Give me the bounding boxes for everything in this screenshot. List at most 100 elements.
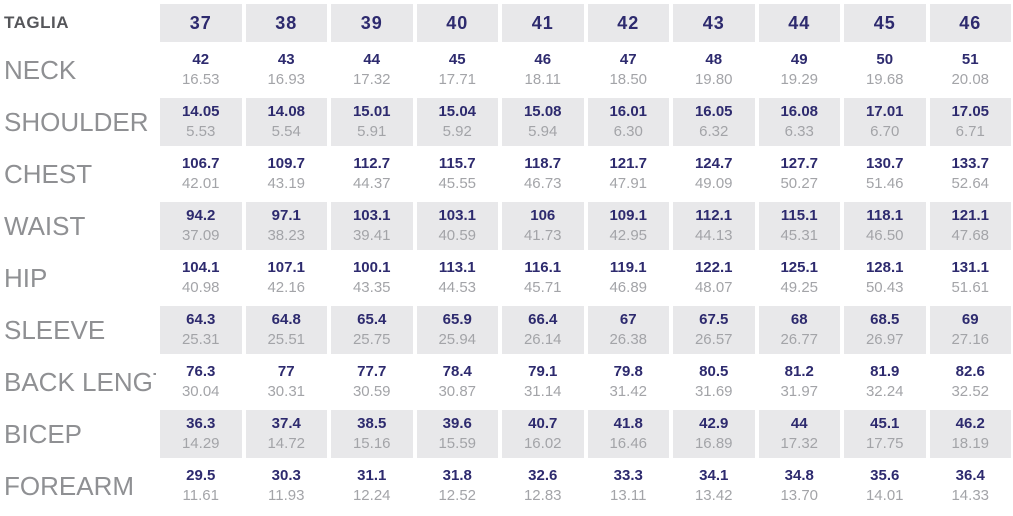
measurement-cell: 15.04 5.92 bbox=[416, 98, 498, 146]
row-label: HIP bbox=[4, 254, 156, 302]
inch-value: 16.46 bbox=[609, 435, 648, 452]
measurement-cell: 46.2 18.19 bbox=[929, 410, 1011, 458]
measurement-cell: 40.7 16.02 bbox=[502, 410, 584, 458]
measurement-cell: 106 41.73 bbox=[502, 202, 584, 250]
cm-value: 130.7 bbox=[865, 154, 904, 172]
cm-value: 80.5 bbox=[699, 362, 729, 380]
inch-value: 14.33 bbox=[951, 487, 990, 504]
measurement-cell: 69 27.16 bbox=[929, 306, 1011, 354]
measurement-cell: 112.1 44.13 bbox=[673, 202, 755, 250]
cm-value: 16.05 bbox=[694, 102, 733, 120]
size-column-header: 43 bbox=[673, 4, 755, 42]
measurement-cell: 77 30.31 bbox=[246, 358, 328, 406]
cm-value: 115.1 bbox=[780, 206, 818, 224]
measurement-cell: 29.5 11.61 bbox=[160, 462, 242, 510]
cm-value: 41.8 bbox=[613, 414, 643, 432]
measurement-cell: 130.7 51.46 bbox=[844, 150, 926, 198]
inch-value: 17.32 bbox=[352, 71, 391, 88]
inch-value: 45.55 bbox=[438, 175, 477, 192]
cm-value: 31.1 bbox=[357, 466, 387, 484]
cm-value: 78.4 bbox=[442, 362, 472, 380]
measurement-cell: 81.9 32.24 bbox=[844, 358, 926, 406]
measurement-cell: 67.5 26.57 bbox=[673, 306, 755, 354]
measurement-cell: 14.05 5.53 bbox=[160, 98, 242, 146]
cm-value: 45.1 bbox=[870, 414, 900, 432]
inch-value: 49.09 bbox=[694, 175, 733, 192]
cm-value: 42.9 bbox=[699, 414, 729, 432]
row-label: NECK bbox=[4, 46, 156, 94]
cm-value: 65.4 bbox=[357, 310, 387, 328]
cm-value: 15.01 bbox=[352, 102, 391, 120]
size-column-header: 41 bbox=[502, 4, 584, 42]
inch-value: 31.97 bbox=[780, 383, 819, 400]
table-corner-label: TAGLIA bbox=[4, 4, 156, 42]
cm-value: 76.3 bbox=[186, 362, 216, 380]
inch-value: 42.01 bbox=[181, 175, 220, 192]
measurement-cell: 113.1 44.53 bbox=[417, 254, 499, 302]
inch-value: 17.71 bbox=[438, 71, 477, 88]
inch-value: 52.64 bbox=[951, 175, 990, 192]
measurement-cell: 104.1 40.98 bbox=[160, 254, 242, 302]
inch-value: 26.57 bbox=[694, 331, 733, 348]
measurement-cell: 68.5 26.97 bbox=[844, 306, 926, 354]
cm-value: 16.08 bbox=[780, 102, 819, 120]
inch-value: 6.33 bbox=[784, 123, 814, 140]
measurement-cell: 115.7 45.55 bbox=[417, 150, 499, 198]
inch-value: 41.73 bbox=[523, 227, 562, 244]
measurement-cell: 76.3 30.04 bbox=[160, 358, 242, 406]
inch-value: 44.13 bbox=[694, 227, 733, 244]
cm-value: 44 bbox=[363, 50, 381, 68]
measurement-cell: 81.2 31.97 bbox=[759, 358, 841, 406]
inch-value: 19.80 bbox=[694, 71, 733, 88]
cm-value: 133.7 bbox=[951, 154, 990, 172]
inch-value: 12.83 bbox=[523, 487, 562, 504]
cm-value: 32.6 bbox=[528, 466, 558, 484]
cm-value: 36.3 bbox=[186, 414, 216, 432]
measurement-cell: 41.8 16.46 bbox=[587, 410, 669, 458]
cm-value: 112.7 bbox=[353, 154, 391, 172]
cm-value: 104.1 bbox=[181, 258, 220, 276]
inch-value: 18.19 bbox=[951, 435, 990, 452]
measurement-cell: 34.1 13.42 bbox=[673, 462, 755, 510]
inch-value: 39.41 bbox=[352, 227, 391, 244]
cm-value: 30.3 bbox=[271, 466, 301, 484]
cm-value: 119.1 bbox=[609, 258, 647, 276]
cm-value: 66.4 bbox=[528, 310, 558, 328]
inch-value: 50.27 bbox=[780, 175, 819, 192]
inch-value: 45.31 bbox=[780, 227, 819, 244]
inch-value: 25.94 bbox=[438, 331, 477, 348]
size-column-header: 37 bbox=[160, 4, 242, 42]
measurement-cell: 45.1 17.75 bbox=[844, 410, 926, 458]
cm-value: 109.7 bbox=[267, 154, 306, 172]
measurement-cell: 17.01 6.70 bbox=[844, 98, 926, 146]
inch-value: 19.68 bbox=[865, 71, 904, 88]
inch-value: 40.59 bbox=[438, 227, 477, 244]
cm-value: 67 bbox=[619, 310, 637, 328]
row-label: BICEP bbox=[4, 410, 156, 458]
cm-value: 43 bbox=[277, 50, 295, 68]
cm-value: 131.1 bbox=[951, 258, 990, 276]
cm-value: 64.8 bbox=[271, 310, 301, 328]
measurement-cell: 106.7 42.01 bbox=[160, 150, 242, 198]
measurement-cell: 16.08 6.33 bbox=[758, 98, 840, 146]
measurement-cell: 66.4 26.14 bbox=[502, 306, 584, 354]
inch-value: 40.98 bbox=[181, 279, 220, 296]
cm-value: 45 bbox=[448, 50, 466, 68]
measurement-cell: 33.3 13.11 bbox=[588, 462, 670, 510]
inch-value: 37.09 bbox=[181, 227, 220, 244]
cm-value: 51 bbox=[961, 50, 979, 68]
row-label: CHEST bbox=[4, 150, 156, 198]
measurement-cell: 15.08 5.94 bbox=[502, 98, 584, 146]
inch-value: 32.24 bbox=[865, 383, 904, 400]
cm-value: 17.01 bbox=[865, 102, 904, 120]
cm-value: 112.1 bbox=[695, 206, 733, 224]
inch-value: 48.07 bbox=[694, 279, 733, 296]
inch-value: 46.73 bbox=[523, 175, 562, 192]
measurement-cell: 50 19.68 bbox=[844, 46, 926, 94]
inch-value: 25.75 bbox=[352, 331, 391, 348]
measurement-cell: 94.2 37.09 bbox=[160, 202, 242, 250]
inch-value: 17.32 bbox=[780, 435, 819, 452]
measurement-cell: 17.05 6.71 bbox=[929, 98, 1011, 146]
cm-value: 109.1 bbox=[609, 206, 648, 224]
cm-value: 16.01 bbox=[609, 102, 648, 120]
